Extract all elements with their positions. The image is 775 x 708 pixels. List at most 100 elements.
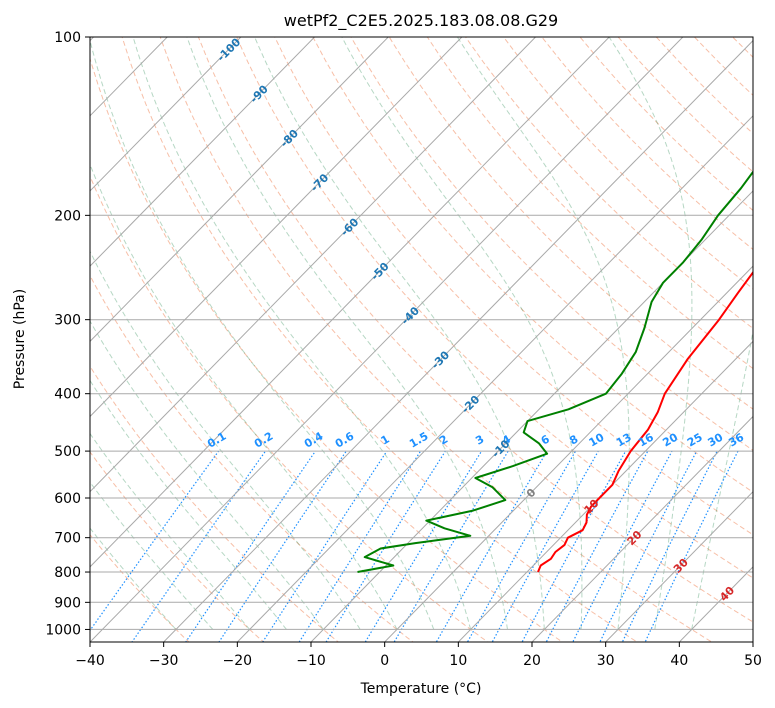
x-tick-label: −30 xyxy=(149,653,179,669)
y-tick-label: 700 xyxy=(54,531,81,547)
chart-title: wetPf2_C2E5.2025.183.08.08.G29 xyxy=(284,11,558,31)
isotherm xyxy=(457,340,753,642)
dry-adiabat xyxy=(197,37,753,623)
isotherm xyxy=(752,641,753,642)
mixing-ratio-label: 30 xyxy=(706,430,726,449)
mixing-ratio-line xyxy=(90,450,220,632)
moist-adiabat xyxy=(254,37,545,630)
mixing-ratio-label: 3 xyxy=(473,433,486,448)
dry-adiabat xyxy=(90,365,340,642)
mixing-ratio-line xyxy=(131,450,266,642)
y-tick-label: 600 xyxy=(54,491,81,507)
y-tick-label: 1000 xyxy=(45,622,81,638)
mixing-ratio-line xyxy=(393,450,509,642)
x-axis: −40 −30 −20 −10 0 10 20 30 40 50 xyxy=(75,642,762,669)
moist-adiabat xyxy=(186,37,508,630)
x-axis-label: Temperature (°C) xyxy=(360,681,482,697)
isotherm-label: -100 xyxy=(215,35,244,64)
dry-adiabat xyxy=(655,37,753,135)
isotherm xyxy=(236,115,753,642)
dewpoint-profile-line xyxy=(357,170,753,573)
y-tick-label: 200 xyxy=(54,208,81,224)
isotherm xyxy=(604,490,753,642)
mixing-ratio-label: 16 xyxy=(636,430,656,449)
y-tick-label: 900 xyxy=(54,595,81,611)
dry-adiabat xyxy=(388,37,753,410)
dry-adiabat xyxy=(503,37,753,290)
mixing-ratio-line xyxy=(298,450,422,642)
mixing-ratio-line xyxy=(621,450,718,642)
x-tick-label: 40 xyxy=(670,653,688,669)
grid-lines xyxy=(90,37,753,642)
mixing-ratio-line xyxy=(218,450,347,642)
isotherm xyxy=(90,37,684,642)
temperature-profile-line xyxy=(537,270,753,573)
y-tick-label: 100 xyxy=(54,30,81,46)
isotherm xyxy=(90,37,242,192)
dry-adiabat xyxy=(312,37,753,493)
moist-adiabat xyxy=(90,432,250,630)
mixing-ratio-label: 0.2 xyxy=(252,430,275,451)
dry-adiabat xyxy=(90,533,190,642)
isotherm xyxy=(90,37,316,267)
mixing-ratio-line xyxy=(435,450,548,642)
y-axis: 100 200 300 400 500 600 700 800 900 1000 xyxy=(45,30,90,638)
moist-adiabat xyxy=(691,329,753,630)
x-tick-label: 30 xyxy=(597,653,615,669)
x-tick-label: 10 xyxy=(449,653,467,669)
mixing-ratio-label: 2 xyxy=(437,433,450,448)
dry-adiabat xyxy=(159,37,713,642)
dry-adiabat xyxy=(90,175,489,642)
y-tick-label: 300 xyxy=(54,313,81,329)
dry-adiabat xyxy=(90,274,414,642)
y-axis-label: Pressure (hPa) xyxy=(12,289,28,389)
isotherm xyxy=(90,37,537,493)
dry-adiabat xyxy=(121,37,638,642)
isotherm xyxy=(90,37,463,418)
mixing-ratio-label: 8 xyxy=(567,433,580,448)
mixing-ratio-label: 0.4 xyxy=(302,429,326,450)
x-tick-label: 20 xyxy=(523,653,541,669)
x-tick-label: 50 xyxy=(744,653,762,669)
x-tick-label: −40 xyxy=(75,653,105,669)
moist-adiabat xyxy=(90,481,214,630)
dry-adiabat xyxy=(350,37,753,451)
isotherm xyxy=(90,37,610,568)
mixing-ratio-label: 0.1 xyxy=(205,430,228,451)
background-lines xyxy=(90,37,775,654)
dry-adiabat xyxy=(617,37,753,173)
x-tick-label: 0 xyxy=(380,653,389,669)
moist-adiabat xyxy=(456,37,630,630)
mixing-ratio-line xyxy=(599,450,698,642)
y-tick-label: 400 xyxy=(54,387,81,403)
moist-adiabat xyxy=(90,320,324,630)
dry-adiabat xyxy=(274,37,753,536)
moist-adiabat xyxy=(90,163,398,630)
mixing-ratio-line xyxy=(325,450,446,642)
y-tick-label: 500 xyxy=(54,444,81,460)
isotherm xyxy=(162,39,753,642)
moist-adiabat xyxy=(90,250,361,630)
plot-area: 0.1 0.2 0.4 0.6 1 1.5 2 3 4 6 8 10 13 16 20 25 30 36-100-… xyxy=(90,35,775,654)
moist-adiabat xyxy=(341,37,583,630)
isotherm xyxy=(310,190,753,642)
mixing-ratio-label: 13 xyxy=(614,431,634,450)
moist-adiabat xyxy=(608,37,693,630)
y-tick-label: 800 xyxy=(54,565,81,581)
mixing-ratio-label: 0.6 xyxy=(333,429,357,450)
dry-adiabat xyxy=(694,37,753,96)
x-tick-label: −20 xyxy=(223,653,253,669)
series-lines xyxy=(357,170,753,573)
isotherm xyxy=(531,415,753,642)
mixing-ratio-line xyxy=(545,450,649,642)
mixing-ratio-line xyxy=(466,450,577,642)
moist-adiabat xyxy=(90,38,435,630)
mixing-ratio-label: 1.5 xyxy=(407,430,430,451)
mixing-ratio-label: 1 xyxy=(379,433,392,448)
dry-adiabat xyxy=(90,56,564,642)
x-tick-label: −10 xyxy=(296,653,326,669)
isotherm xyxy=(90,37,389,343)
plot-frame xyxy=(89,36,754,643)
dry-adiabat xyxy=(771,37,775,654)
